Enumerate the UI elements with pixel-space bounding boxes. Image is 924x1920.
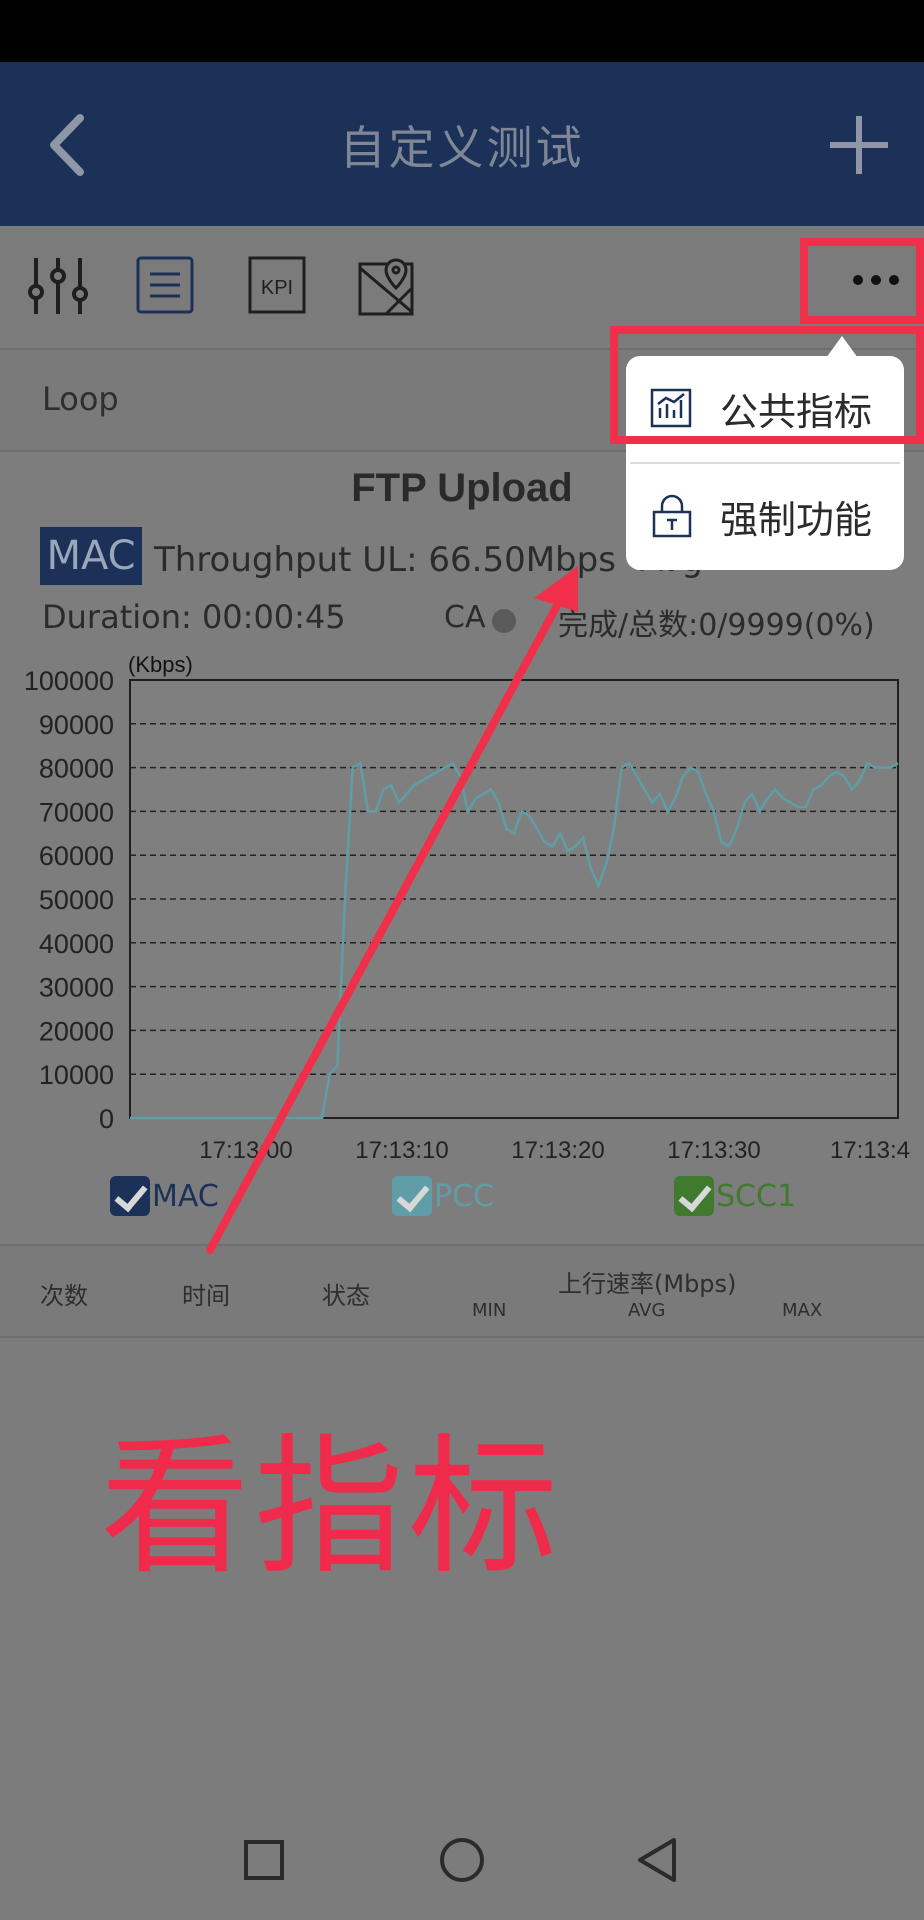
add-button[interactable]: [826, 112, 892, 178]
menu-item-forced-function[interactable]: 强制功能: [626, 464, 904, 568]
y-tick-label: 0: [99, 1104, 114, 1134]
test-title: FTP Upload: [351, 466, 573, 510]
col-state: 状态: [322, 1282, 370, 1310]
y-tick-label: 100000: [24, 666, 114, 696]
plus-icon: [830, 116, 888, 174]
sliders-button[interactable]: [26, 254, 90, 318]
legend-mac-toggle[interactable]: MAC: [110, 1174, 219, 1218]
duration-value: Duration: 00:00:45: [42, 598, 346, 636]
x-tick-label: 17:13:30: [667, 1137, 760, 1164]
sliders-icon: [28, 258, 88, 314]
annotation-text: 看指标: [100, 1421, 563, 1595]
mac-badge: MAC: [40, 527, 142, 585]
list-icon: [136, 256, 194, 314]
y-tick-label: 20000: [39, 1016, 114, 1046]
throughput-chart: (Kbps)1000009000080000700006000050000400…: [24, 652, 910, 1164]
x-tick-label: 17:13:4: [830, 1137, 910, 1164]
kpi-button[interactable]: KPI: [246, 254, 310, 318]
y-tick-label: 80000: [39, 754, 114, 784]
chevron-left-icon: [50, 114, 84, 176]
map-pin-icon: [358, 258, 414, 316]
y-unit-label: (Kbps): [128, 652, 193, 677]
col-min: MIN: [472, 1300, 507, 1321]
y-tick-label: 40000: [39, 929, 114, 959]
menu-divider: [630, 462, 900, 464]
y-tick-label: 50000: [39, 885, 114, 915]
menu-item-label: 强制功能: [720, 497, 873, 542]
y-tick-label: 70000: [39, 797, 114, 827]
list-button[interactable]: [134, 254, 198, 318]
recent-apps-button[interactable]: [244, 1840, 284, 1880]
legend-label: PCC: [434, 1178, 494, 1214]
results-table-header: 次数 时间 状态 上行速率(Mbps) MIN AVG MAX: [0, 1244, 924, 1338]
more-button[interactable]: [848, 266, 908, 294]
home-button[interactable]: [440, 1838, 484, 1882]
chart-legend: MAC PCC SCC1: [0, 1174, 924, 1234]
kpi-icon: KPI: [248, 256, 306, 314]
app-bar: [0, 62, 924, 226]
popup-pointer: [826, 336, 858, 358]
legend-label: SCC1: [716, 1178, 797, 1214]
col-count: 次数: [40, 1282, 88, 1310]
page-title: 自定义测试: [339, 121, 585, 175]
x-tick-label: 17:13:10: [355, 1137, 448, 1164]
back-triangle-icon: [638, 1838, 676, 1882]
checkbox-icon: [110, 1176, 150, 1216]
kpi-text: KPI: [261, 277, 293, 299]
square-icon: [244, 1840, 284, 1880]
y-tick-label: 60000: [39, 841, 114, 871]
more-horizontal-icon: [853, 275, 899, 285]
lock-icon: [652, 494, 692, 538]
checkbox-icon: [674, 1176, 714, 1216]
circle-icon: [440, 1838, 484, 1882]
back-button[interactable]: [44, 112, 94, 178]
legend-label: MAC: [152, 1178, 219, 1214]
system-nav-bar: [244, 1838, 676, 1882]
menu-item-public-kpi[interactable]: 公共指标: [626, 356, 904, 460]
col-upload-rate: 上行速率(Mbps): [558, 1270, 737, 1298]
menu-item-label: 公共指标: [720, 389, 873, 434]
y-tick-label: 10000: [39, 1060, 114, 1090]
chart-icon: [650, 388, 692, 428]
ca-label: CA: [444, 600, 486, 635]
legend-pcc-toggle[interactable]: PCC: [392, 1174, 494, 1218]
x-tick-label: 17:13:00: [199, 1137, 292, 1164]
back-nav-button[interactable]: [638, 1838, 676, 1882]
col-avg: AVG: [628, 1300, 666, 1321]
highlight-more-button: [800, 238, 924, 324]
checkbox-icon: [392, 1176, 432, 1216]
x-tick-label: 17:13:20: [511, 1137, 604, 1164]
status-bar: [0, 0, 924, 62]
y-tick-label: 30000: [39, 973, 114, 1003]
y-tick-label: 90000: [39, 710, 114, 740]
loop-label: Loop: [42, 380, 119, 418]
col-time: 时间: [182, 1282, 230, 1310]
progress-value: 完成/总数:0/9999(0%): [558, 608, 875, 643]
map-button[interactable]: [356, 254, 420, 318]
ca-status-dot: [492, 609, 516, 633]
col-max: MAX: [782, 1300, 823, 1321]
legend-scc1-toggle[interactable]: SCC1: [674, 1174, 796, 1218]
throughput-value: Throughput UL: 66.50Mbps: [154, 540, 616, 580]
highlight-public-kpi: [610, 326, 924, 444]
